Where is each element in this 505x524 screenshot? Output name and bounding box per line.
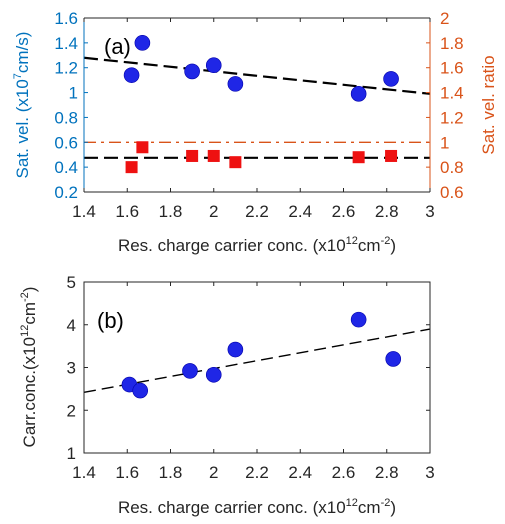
panel-a-series0-point-5 — [350, 86, 367, 102]
panel-a-x-label-sup2: -2 — [381, 235, 391, 247]
panel-a-left-tick-label-0: 0.2 — [54, 183, 78, 202]
panel-b-x-axis-label: Res. charge carrier conc. (x1012cm-2) — [118, 497, 396, 517]
panel-b-label: (b) — [97, 308, 124, 333]
panel-a-right-axis-label: Sat. vel. ratio — [479, 55, 498, 154]
panel-b-series0-point-1 — [132, 382, 149, 399]
panel-b-series0-point-2 — [182, 363, 198, 379]
panel-b-y-label-mid: cm — [20, 302, 39, 325]
panel-b-series0-point-4 — [227, 341, 244, 358]
panel-a-x-label-sup: 12 — [346, 235, 358, 247]
panel-b-x-tick-label-6: 2.6 — [332, 463, 356, 482]
panel-b-y-tick-label-0: 1 — [67, 444, 76, 463]
panel-a-series0-point-4 — [227, 76, 244, 92]
panel-b-x-label-sup2: -2 — [381, 497, 391, 509]
panel-b-x-tick-label-1: 1.6 — [115, 463, 139, 482]
panel-b-series0-point-3 — [205, 366, 222, 383]
panel-a-x-tick-label-8: 3 — [425, 202, 434, 221]
panel-a-series0-point-2 — [184, 63, 200, 80]
panel-a-x-axis-label: Res. charge carrier conc. (x1012cm-2) — [118, 235, 396, 255]
panel-a-label: (a) — [104, 34, 131, 59]
panel-b-y-tick-label-2: 3 — [67, 359, 76, 378]
panel-a-series1-point-5 — [352, 151, 365, 164]
panel-a-left-axis-label: Sat. vel. (x107cm/s) — [12, 32, 32, 179]
panel-a-x-label-mid: cm — [358, 236, 381, 255]
panel-a-right-tick-label-7: 2 — [440, 9, 449, 28]
panel-b-x-tick-label-0: 1.4 — [72, 463, 96, 482]
panel-a-series0-point-6 — [383, 71, 399, 87]
panel-b-y-label-end: ) — [20, 287, 39, 293]
panel-a-series0-point-1 — [134, 35, 151, 51]
panel-a-series1-point-1 — [136, 141, 149, 154]
panel-a-x-tick-label-7: 2.8 — [375, 202, 399, 221]
panel-a-left-tick-label-3: 0.8 — [54, 108, 78, 127]
panel-a-left-tick-label-7: 1.6 — [54, 9, 78, 28]
panel-b-series0-point-5 — [350, 311, 367, 328]
panel-a-right-tick-label-3: 1.2 — [440, 108, 464, 127]
panel-b-x-label-end: ) — [390, 498, 396, 517]
panel-b-y-tick-label-3: 4 — [67, 316, 76, 335]
panel-b-x-tick-label-2: 1.8 — [159, 463, 183, 482]
panel-a-right-tick-label-4: 1.4 — [440, 84, 464, 103]
panel-a-series1-point-6 — [385, 149, 398, 162]
panel-b-fit-line-0 — [83, 328, 431, 393]
panel-a-right-tick-label-0: 0.6 — [440, 183, 464, 202]
panel-a-x-tick-label-5: 2.4 — [288, 202, 312, 221]
panel-a-left-tick-label-1: 0.4 — [54, 158, 78, 177]
panel-a-x-tick-label-1: 1.6 — [115, 202, 139, 221]
panel-b-x-tick-label-8: 3 — [425, 463, 434, 482]
panel-a-series0-point-0 — [123, 67, 140, 83]
panel-b-frame — [84, 282, 430, 453]
panel-a-left-tick-label-4: 1 — [69, 84, 78, 103]
panel-a-series1-point-4 — [229, 156, 242, 169]
panel-b-y-tick-label-1: 2 — [67, 401, 76, 420]
panel-a-series1-point-0 — [125, 161, 138, 174]
panel-a-x-tick-label-4: 2.2 — [245, 202, 269, 221]
panel-a-x-label-main: Res. charge carrier conc. (x10 — [118, 236, 346, 255]
panel-b-x-label-mid: cm — [358, 498, 381, 517]
panel-b-x-tick-label-3: 2 — [209, 463, 218, 482]
panel-a-series1-point-3 — [207, 149, 220, 162]
panel-b-x-label-sup: 12 — [346, 497, 358, 509]
panel-a-right-tick-label-2: 1 — [440, 133, 449, 152]
panel-b-y-axis-label: Carr.conc.(x1012cm-2) — [19, 287, 39, 448]
panel-a-right-tick-label-1: 0.8 — [440, 158, 464, 177]
panel-b-x-tick-label-4: 2.2 — [245, 463, 269, 482]
panel-b-y-label-sup2: -2 — [19, 292, 31, 302]
panel-b-x-label-main: Res. charge carrier conc. (x10 — [118, 498, 346, 517]
panel-a: 0.2 0.4 0.6 0.8 1 1.2 1.4 1.6 0.6 0.8 1 1.2 1.4 1.6 1.… — [12, 9, 498, 255]
panel-b-x-tick-label-7: 2.8 — [375, 463, 399, 482]
panel-a-left-tick-label-2: 0.6 — [54, 133, 78, 152]
panel-b-y-label-sup: 12 — [19, 325, 31, 337]
panel-a-series1-point-2 — [186, 149, 199, 162]
panel-a-left-label-main: Sat. vel. (x10 — [13, 79, 32, 178]
panel-b-y-tick-label-4: 5 — [67, 273, 76, 292]
panel-b-y-label-main: Carr.conc.(x10 — [20, 337, 39, 448]
panel-a-left-label-end: cm/s) — [13, 32, 32, 74]
panel-a-x-tick-label-3: 2 — [209, 202, 218, 221]
panel-a-series0-point-3 — [205, 57, 222, 74]
panel-a-x-tick-label-2: 1.8 — [159, 202, 183, 221]
panel-b-series0-point-6 — [385, 351, 402, 367]
panel-a-x-label-end: ) — [390, 236, 396, 255]
panel-a-left-label-sup: 7 — [12, 73, 24, 79]
panel-a-right-tick-label-5: 1.6 — [440, 59, 464, 78]
panel-b-x-tick-label-5: 2.4 — [288, 463, 312, 482]
panel-a-left-tick-label-5: 1.2 — [54, 59, 78, 78]
panel-a-x-tick-label-0: 1.4 — [72, 202, 96, 221]
panel-a-left-tick-label-6: 1.4 — [54, 34, 78, 53]
panel-a-x-tick-label-6: 2.6 — [332, 202, 356, 221]
panel-a-right-tick-label-6: 1.8 — [440, 34, 464, 53]
panel-a-fit-line-0 — [83, 56, 431, 95]
